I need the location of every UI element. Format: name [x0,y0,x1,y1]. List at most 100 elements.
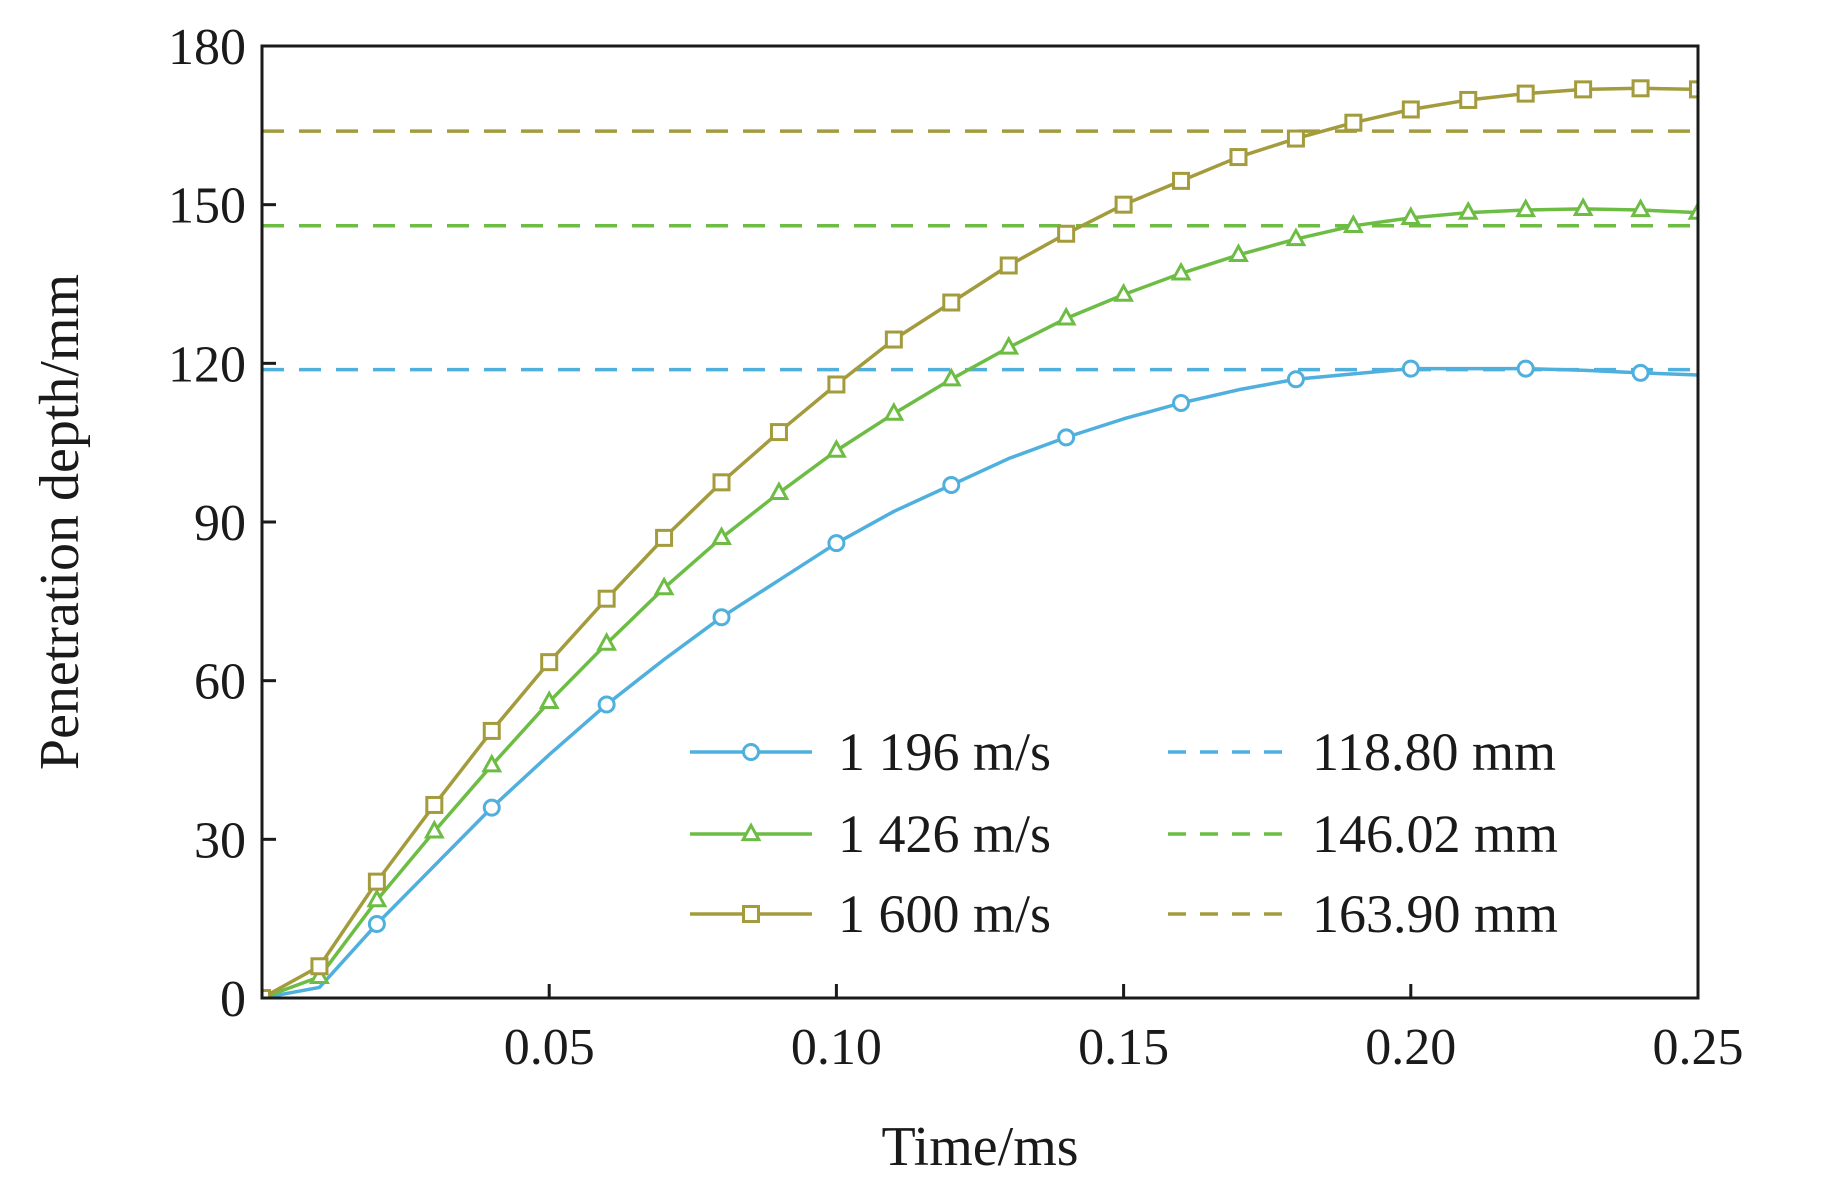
series-3-point-1 [262,989,271,998]
series-2-point-7 [596,631,618,651]
legend-marker-3 [742,905,760,923]
series-3-point-2 [310,957,329,976]
legend-label-6: 163.90 mm [1312,884,1558,944]
legend-entry-3: 1 600 m/s [690,884,1051,944]
y-tick-label-1: 0 [220,971,246,1028]
series-2-point-2 [309,965,330,984]
series-2-point-13 [940,367,962,387]
x-tick-label-3: 0.15 [1078,1019,1169,1076]
series-3-point-4 [425,795,444,814]
series-1-point-11 [1401,359,1420,378]
y-tick-label-7: 180 [168,19,246,76]
legend-label-3: 1 600 m/s [838,884,1051,944]
series-3-point-26 [1689,80,1698,99]
series-layer [262,79,1698,998]
legend-label-5: 146.02 mm [1312,804,1558,864]
legend-marker-2 [740,822,762,842]
x-tick-label-4: 0.20 [1365,1019,1456,1076]
series-3-point-20 [1344,113,1363,132]
series-2-point-4 [423,819,445,839]
series-3 [262,79,1698,998]
series-2-point-3 [366,888,388,908]
series-2-point-10 [768,481,790,501]
series-2-point-8 [653,576,675,596]
y-tick-label-4: 90 [194,495,246,552]
series-2-point-6 [538,690,560,709]
series-1-point-4 [597,695,616,714]
series-1-point-2 [367,914,386,933]
y-axis-title: Penetration depth/mm [29,274,91,770]
series-3-point-14 [999,256,1018,275]
series-3-point-11 [827,375,846,394]
series-2-point-12 [883,401,905,421]
series-1-point-12 [1516,359,1535,378]
legend-entry-4: 118.80 mm [1168,722,1556,782]
series-3-line [262,86,1698,998]
axes-layer: 0 30 60 90 120 150 180 0.05 0.10 0.15 0.20 0.25 [168,19,1744,1076]
series-2-point-9 [711,526,732,545]
series-3-point-22 [1459,90,1478,109]
series-3-point-9 [712,473,731,492]
series-1-point-7 [942,475,961,494]
series-2-point-5 [481,753,503,773]
series-3-point-18 [1229,148,1248,167]
legend-entry-6: 163.90 mm [1168,884,1558,944]
series-3-point-8 [655,528,674,547]
series-2-point-26 [1687,200,1698,220]
x-axis-title: Time/ms [881,1116,1078,1178]
series-2-point-24 [1572,197,1594,217]
series-2-point-19 [1285,227,1307,247]
x-tick-label-1: 0.05 [504,1019,595,1076]
series-2-point-14 [998,335,1020,355]
legend-marker-1 [742,743,760,761]
series-2 [262,197,1698,998]
series-3-point-3 [367,872,386,891]
series-3-point-15 [1057,224,1076,243]
series-3-point-24 [1574,80,1593,99]
legend-entry-5: 146.02 mm [1168,804,1558,864]
series-2-point-18 [1228,243,1249,263]
legend-label-4: 118.80 mm [1312,722,1556,782]
series-2-point-21 [1400,206,1422,226]
series-1 [262,359,1698,998]
series-2-line [262,207,1698,998]
series-2-point-16 [1113,282,1135,302]
series-2-point-11 [825,438,847,458]
series-1-point-3 [482,798,501,817]
series-3-point-23 [1516,84,1535,103]
series-2-point-23 [1515,198,1537,218]
series-3-point-17 [1172,171,1191,190]
series-2-point-17 [1170,261,1192,281]
series-3-point-16 [1114,195,1133,214]
series-3-point-13 [942,293,961,312]
series-2-point-20 [1342,214,1364,233]
series-2-point-22 [1457,200,1479,220]
series-3-point-21 [1401,100,1420,119]
series-1-point-10 [1286,370,1305,389]
x-tick-label-5: 0.25 [1653,1019,1744,1076]
y-tick-label-2: 30 [194,812,246,869]
y-tick-label-5: 120 [168,336,246,393]
series-1-line [262,366,1698,998]
y-tick-label-6: 150 [168,178,246,235]
series-2-point-25 [1630,198,1651,218]
series-2-point-15 [1055,306,1077,326]
legend-label-2: 1 426 m/s [838,804,1051,864]
series-3-point-19 [1286,129,1305,148]
series-1-point-8 [1057,428,1076,447]
series-3-point-10 [769,423,788,442]
series-1-point-5 [712,608,731,627]
series-1-point-13 [1631,363,1650,382]
series-3-point-5 [482,721,501,740]
y-tick-label-3: 60 [194,654,246,711]
series-3-point-25 [1631,79,1650,98]
series-3-point-7 [597,589,616,608]
legend-label-1: 1 196 m/s [838,722,1051,782]
legend-entry-1: 1 196 m/s [690,722,1051,782]
series-1-point-6 [827,534,846,553]
legend: 1 196 m/s 1 426 m/s 1 600 m/s 118.80 mm 146.… [690,722,1558,944]
x-tick-label-2: 0.10 [791,1019,882,1076]
series-3-point-6 [540,653,559,672]
series-3-point-12 [884,330,903,349]
